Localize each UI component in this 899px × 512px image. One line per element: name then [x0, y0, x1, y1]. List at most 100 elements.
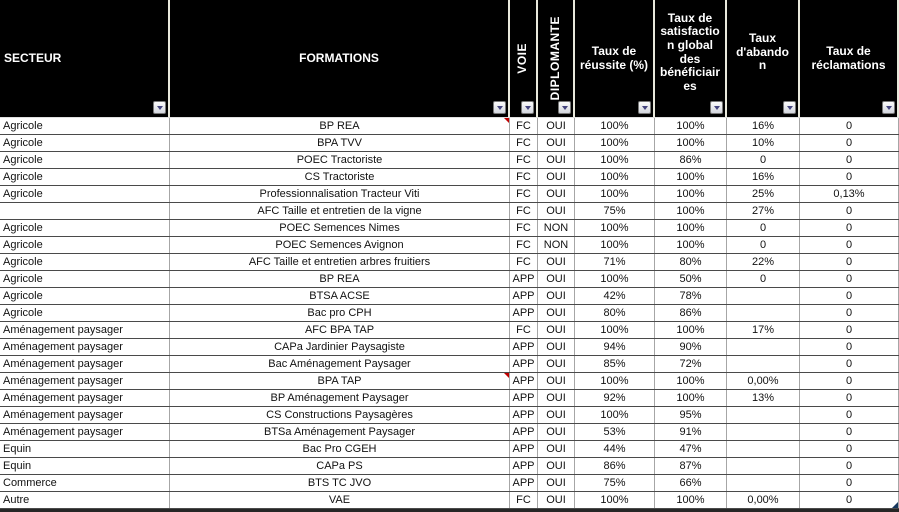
- cell-satisfaction[interactable]: 100%: [655, 169, 727, 185]
- cell-reussite[interactable]: 100%: [575, 373, 655, 389]
- cell-voie[interactable]: APP: [510, 390, 538, 406]
- cell-satisfaction[interactable]: 90%: [655, 339, 727, 355]
- filter-dropdown-icon[interactable]: [153, 101, 166, 114]
- cell-diplomante[interactable]: OUI: [538, 135, 575, 151]
- cell-formations[interactable]: CS Constructions Paysagères: [170, 407, 510, 423]
- cell-satisfaction[interactable]: 100%: [655, 186, 727, 202]
- cell-abandon[interactable]: 25%: [727, 186, 800, 202]
- cell-secteur[interactable]: Agricole: [0, 220, 170, 236]
- cell-diplomante[interactable]: OUI: [538, 118, 575, 134]
- cell-abandon[interactable]: 0: [727, 152, 800, 168]
- cell-diplomante[interactable]: OUI: [538, 475, 575, 491]
- cell-diplomante[interactable]: OUI: [538, 169, 575, 185]
- cell-formations[interactable]: BPA TVV: [170, 135, 510, 151]
- cell-reussite[interactable]: 42%: [575, 288, 655, 304]
- cell-reclamations[interactable]: 0: [800, 356, 899, 372]
- cell-satisfaction[interactable]: 72%: [655, 356, 727, 372]
- cell-reclamations[interactable]: 0: [800, 390, 899, 406]
- cell-secteur[interactable]: Agricole: [0, 237, 170, 253]
- cell-satisfaction[interactable]: 100%: [655, 492, 727, 508]
- cell-secteur[interactable]: Aménagement paysager: [0, 373, 170, 389]
- cell-formations[interactable]: Bac Pro CGEH: [170, 441, 510, 457]
- cell-voie[interactable]: APP: [510, 424, 538, 440]
- cell-secteur[interactable]: Agricole: [0, 288, 170, 304]
- cell-reussite[interactable]: 100%: [575, 118, 655, 134]
- cell-reclamations[interactable]: 0: [800, 373, 899, 389]
- cell-satisfaction[interactable]: 100%: [655, 237, 727, 253]
- cell-diplomante[interactable]: OUI: [538, 203, 575, 219]
- column-header-formations[interactable]: FORMATIONS: [170, 0, 510, 117]
- cell-voie[interactable]: FC: [510, 492, 538, 508]
- column-header-reclamations[interactable]: Taux de réclamations: [800, 0, 899, 117]
- cell-abandon[interactable]: 22%: [727, 254, 800, 270]
- cell-satisfaction[interactable]: 95%: [655, 407, 727, 423]
- cell-formations[interactable]: BPA TAP: [170, 373, 510, 389]
- cell-secteur[interactable]: Agricole: [0, 152, 170, 168]
- cell-voie[interactable]: APP: [510, 458, 538, 474]
- cell-reussite[interactable]: 100%: [575, 152, 655, 168]
- cell-secteur[interactable]: Agricole: [0, 118, 170, 134]
- cell-reclamations[interactable]: 0: [800, 271, 899, 287]
- cell-voie[interactable]: FC: [510, 118, 538, 134]
- cell-reussite[interactable]: 100%: [575, 220, 655, 236]
- cell-reussite[interactable]: 75%: [575, 203, 655, 219]
- cell-formations[interactable]: Bac Aménagement Paysager: [170, 356, 510, 372]
- cell-reclamations[interactable]: 0: [800, 237, 899, 253]
- cell-abandon[interactable]: [727, 458, 800, 474]
- cell-diplomante[interactable]: OUI: [538, 356, 575, 372]
- cell-secteur[interactable]: Agricole: [0, 135, 170, 151]
- cell-formations[interactable]: POEC Tractoriste: [170, 152, 510, 168]
- filter-dropdown-icon[interactable]: [521, 101, 534, 114]
- cell-reussite[interactable]: 80%: [575, 305, 655, 321]
- cell-diplomante[interactable]: OUI: [538, 407, 575, 423]
- filter-dropdown-icon[interactable]: [558, 101, 571, 114]
- cell-secteur[interactable]: Aménagement paysager: [0, 407, 170, 423]
- cell-diplomante[interactable]: NON: [538, 220, 575, 236]
- cell-reussite[interactable]: 44%: [575, 441, 655, 457]
- cell-voie[interactable]: FC: [510, 220, 538, 236]
- cell-secteur[interactable]: Aménagement paysager: [0, 390, 170, 406]
- filter-dropdown-icon[interactable]: [638, 101, 651, 114]
- column-header-abandon[interactable]: Taux d'abandon: [727, 0, 800, 117]
- cell-secteur[interactable]: Agricole: [0, 271, 170, 287]
- cell-formations[interactable]: CAPa Jardinier Paysagiste: [170, 339, 510, 355]
- cell-satisfaction[interactable]: 91%: [655, 424, 727, 440]
- column-header-diplomante[interactable]: DIPLOMANTE: [538, 0, 575, 117]
- cell-reclamations[interactable]: 0: [800, 492, 899, 508]
- column-header-reussite[interactable]: Taux de réussite (%): [575, 0, 655, 117]
- cell-satisfaction[interactable]: 66%: [655, 475, 727, 491]
- cell-reclamations[interactable]: 0: [800, 407, 899, 423]
- cell-secteur[interactable]: Agricole: [0, 305, 170, 321]
- cell-secteur[interactable]: Agricole: [0, 169, 170, 185]
- cell-abandon[interactable]: 0,00%: [727, 373, 800, 389]
- cell-secteur[interactable]: [0, 203, 170, 219]
- cell-formations[interactable]: CS Tractoriste: [170, 169, 510, 185]
- cell-voie[interactable]: APP: [510, 373, 538, 389]
- cell-reclamations[interactable]: 0: [800, 254, 899, 270]
- cell-reclamations[interactable]: 0: [800, 305, 899, 321]
- cell-satisfaction[interactable]: 100%: [655, 118, 727, 134]
- cell-abandon[interactable]: [727, 339, 800, 355]
- cell-reclamations[interactable]: 0: [800, 322, 899, 338]
- cell-reclamations[interactable]: 0: [800, 424, 899, 440]
- cell-reclamations[interactable]: 0: [800, 118, 899, 134]
- cell-diplomante[interactable]: OUI: [538, 373, 575, 389]
- cell-secteur[interactable]: Aménagement paysager: [0, 322, 170, 338]
- cell-reclamations[interactable]: 0: [800, 169, 899, 185]
- cell-formations[interactable]: AFC Taille et entretien de la vigne: [170, 203, 510, 219]
- cell-satisfaction[interactable]: 100%: [655, 203, 727, 219]
- cell-voie[interactable]: APP: [510, 407, 538, 423]
- cell-voie[interactable]: FC: [510, 169, 538, 185]
- cell-abandon[interactable]: [727, 424, 800, 440]
- cell-formations[interactable]: BTSA ACSE: [170, 288, 510, 304]
- cell-diplomante[interactable]: OUI: [538, 271, 575, 287]
- cell-diplomante[interactable]: OUI: [538, 492, 575, 508]
- cell-abandon[interactable]: 0: [727, 271, 800, 287]
- cell-reussite[interactable]: 86%: [575, 458, 655, 474]
- cell-abandon[interactable]: 0,00%: [727, 492, 800, 508]
- cell-reclamations[interactable]: 0: [800, 339, 899, 355]
- cell-satisfaction[interactable]: 87%: [655, 458, 727, 474]
- cell-voie[interactable]: APP: [510, 305, 538, 321]
- column-header-satisfaction[interactable]: Taux de satisfaction global des bénéfici…: [655, 0, 727, 117]
- cell-voie[interactable]: FC: [510, 203, 538, 219]
